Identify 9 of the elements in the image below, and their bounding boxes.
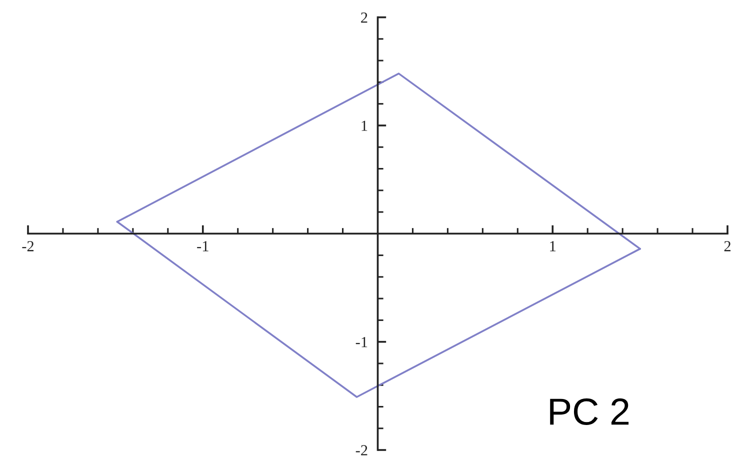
y-tick-label: -2 xyxy=(356,445,368,456)
x-tick-label: 1 xyxy=(550,241,556,252)
y-tick-label: 1 xyxy=(362,120,368,131)
y-tick-label: 2 xyxy=(361,12,368,23)
x-tick-label: -2 xyxy=(22,241,34,252)
x-tick-label: -1 xyxy=(197,241,208,252)
x-tick-label: 2 xyxy=(724,241,730,252)
y-tick-label: -1 xyxy=(356,337,368,348)
annotation: PC 2 xyxy=(550,398,629,425)
